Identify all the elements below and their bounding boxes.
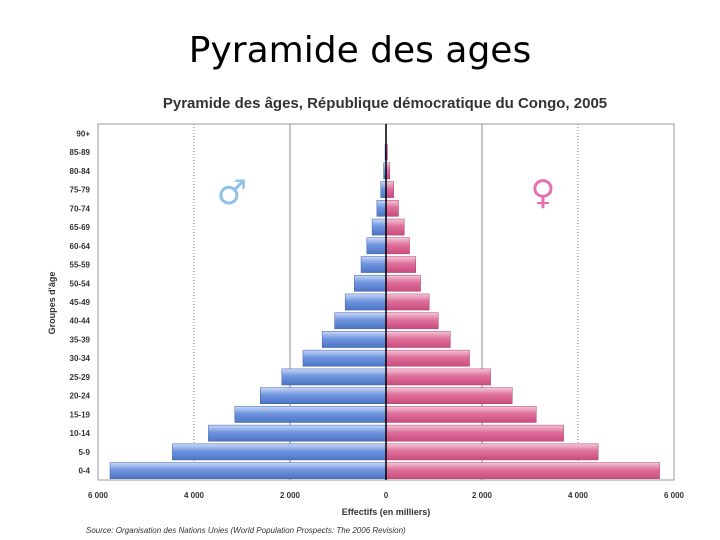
bar-male	[321, 331, 387, 348]
bar-male	[259, 387, 387, 404]
y-tick-label: 55-59	[70, 261, 91, 270]
y-axis-label: Groupes d'âge	[47, 272, 57, 335]
y-tick-label: 65-69	[70, 223, 91, 232]
y-tick-label: 85-89	[70, 148, 91, 157]
bar-female	[385, 406, 537, 423]
bar-female	[385, 368, 491, 386]
y-tick-label: 40-44	[70, 317, 91, 326]
y-tick-label: 30-34	[70, 354, 91, 363]
y-tick-label: 90+	[76, 129, 90, 138]
bar-male	[234, 406, 387, 423]
y-tick-label: 45-49	[70, 298, 91, 307]
y-tick-label: 25-29	[70, 373, 91, 382]
source-note: Source: Organisation des Nations Unies (…	[86, 526, 406, 535]
bar-male	[302, 349, 387, 367]
bar-female	[385, 443, 599, 461]
y-tick-label: 50-54	[70, 279, 91, 288]
y-tick-label: 75-79	[70, 186, 91, 195]
y-tick-label: 5-9	[78, 448, 90, 457]
bar-male	[376, 200, 387, 217]
chart-title: Pyramide des âges, République démocratiq…	[163, 95, 607, 112]
bar-male	[371, 218, 387, 236]
bar-male	[172, 443, 387, 461]
y-tick-label: 80-84	[70, 167, 91, 176]
bars	[109, 124, 660, 480]
bar-female	[385, 200, 399, 217]
x-tick-label: 6 000	[664, 491, 685, 500]
female-symbol-icon: ♀	[531, 173, 556, 213]
x-tick-label: 2 000	[280, 491, 301, 500]
slide-title: Pyramide des ages	[188, 30, 532, 71]
y-tick-label: 70-74	[70, 204, 91, 213]
bar-female	[385, 237, 410, 255]
y-tick-label: 35-39	[70, 335, 91, 344]
bar-female	[385, 181, 394, 198]
bar-male	[208, 424, 387, 442]
x-tick-label: 4 000	[568, 491, 589, 500]
y-tick-label: 60-64	[70, 242, 91, 251]
bar-male	[354, 274, 387, 292]
bar-male	[366, 237, 387, 255]
y-tick-label: 20-24	[70, 392, 91, 401]
x-tick-label: 0	[384, 491, 389, 500]
bar-male	[344, 293, 387, 311]
y-tick-label: 15-19	[70, 410, 91, 419]
bar-female	[385, 424, 564, 442]
y-tick-labels: 0-4 5-9 10-14 15-19 20-24 25-29 30-34 35-39 40-4…	[70, 129, 91, 475]
bar-female	[385, 274, 421, 292]
bar-male	[380, 181, 387, 198]
bar-female	[385, 293, 430, 311]
bar-female	[385, 387, 513, 404]
x-tick-label: 4 000	[184, 491, 205, 500]
y-tick-label: 0-4	[78, 467, 90, 476]
bar-male	[360, 256, 387, 273]
bar-female	[385, 218, 405, 236]
x-axis-label: Effectifs (en milliers)	[342, 507, 431, 517]
bar-female	[385, 312, 439, 330]
bar-male	[109, 462, 387, 479]
bar-female	[385, 462, 660, 479]
male-symbol-icon: ♂	[217, 173, 247, 213]
y-tick-label: 10-14	[70, 429, 91, 438]
x-tick-label: 6 000	[88, 491, 109, 500]
bar-female	[385, 331, 451, 348]
bar-male	[281, 368, 387, 386]
bar-female	[385, 349, 470, 367]
bar-female	[385, 256, 417, 273]
x-tick-label: 2 000	[472, 491, 493, 500]
bar-male	[334, 312, 387, 330]
x-tick-labels: 6 000 4 000 2 000 0 2 000 4 000 6 000	[88, 491, 685, 500]
